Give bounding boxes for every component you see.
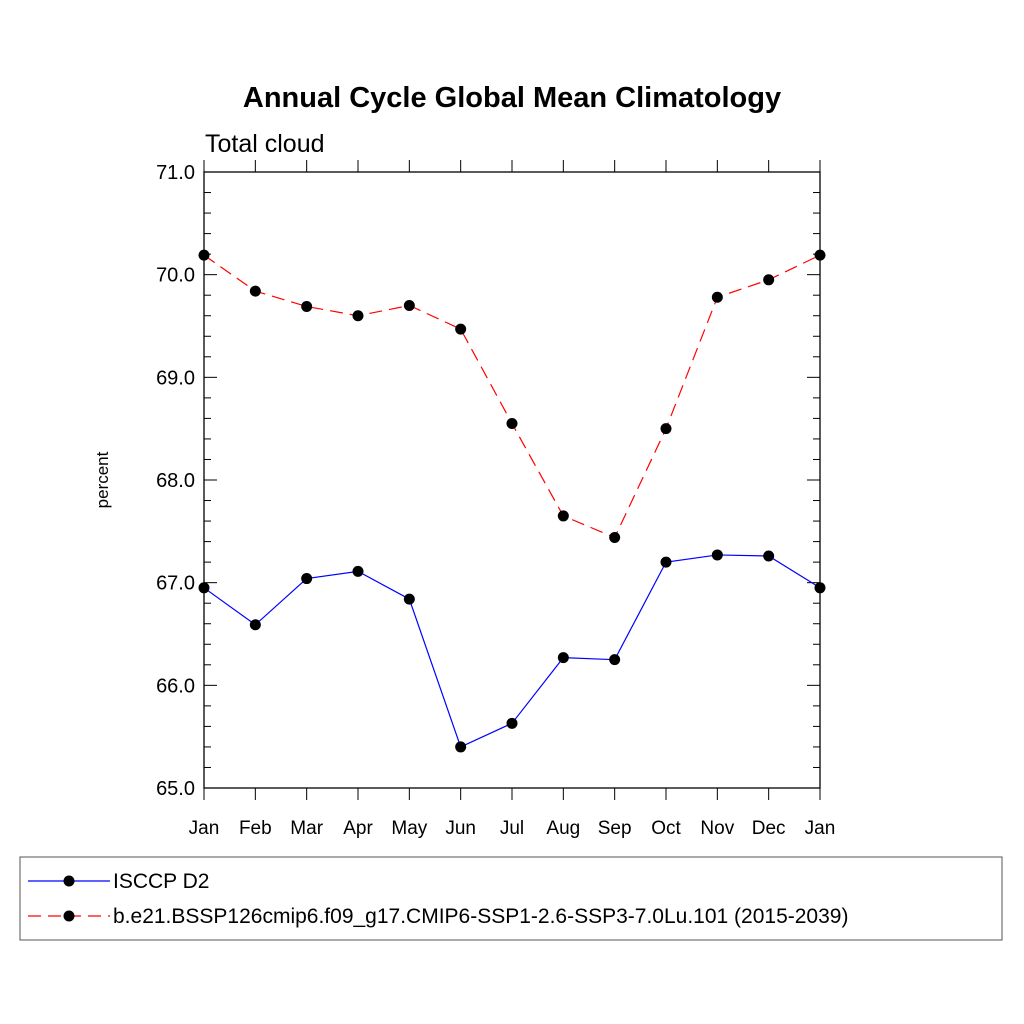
data-point [301, 573, 313, 585]
data-point [763, 274, 775, 286]
data-point [711, 549, 723, 561]
data-point [455, 741, 467, 753]
x-tick-label: Feb [239, 818, 272, 839]
data-point [609, 531, 621, 543]
y-tick-label: 71.0 [156, 162, 195, 184]
data-point [403, 593, 415, 605]
y-tick-label: 68.0 [156, 470, 195, 492]
data-point [660, 556, 672, 568]
data-point [609, 654, 621, 666]
legend-marker [63, 910, 75, 922]
data-point [301, 300, 313, 312]
y-tick-label: 67.0 [156, 573, 195, 595]
x-tick-label: Dec [752, 818, 786, 839]
x-tick-label: Aug [546, 818, 580, 839]
x-tick-label: Nov [700, 818, 734, 839]
y-tick-label: 66.0 [156, 675, 195, 697]
data-point [660, 423, 672, 435]
x-tick-label: Mar [290, 818, 323, 839]
legend-marker [63, 875, 75, 887]
x-tick-label: Jan [189, 818, 220, 839]
y-tick-label: 70.0 [156, 265, 195, 287]
plot-frame [203, 171, 821, 789]
legend-box [19, 856, 1003, 941]
y-tick-label: 69.0 [156, 367, 195, 389]
series-layer [198, 249, 826, 753]
data-point [557, 510, 569, 522]
axis-ticks [203, 160, 821, 800]
series-line-1 [203, 254, 821, 539]
data-point [249, 619, 261, 631]
legend-label: b.e21.BSSP126cmip6.f09_g17.CMIP6-SSP1-2.… [113, 905, 848, 928]
data-point [403, 299, 415, 311]
data-point [455, 323, 467, 335]
y-tick-labels: 65.0 66.0 67.0 68.0 69.0 70.0 71.0 [156, 162, 195, 800]
legend-label: ISCCP D2 [113, 870, 209, 893]
x-tick-label: Apr [343, 818, 373, 839]
data-point [506, 418, 518, 430]
x-tick-label: Jan [805, 818, 836, 839]
x-tick-label: Oct [651, 818, 681, 839]
legend-items: ISCCP D2 b.e21.BSSP126cmip6.f09_g17.CMIP6… [28, 870, 848, 928]
x-tick-label: Sep [598, 818, 632, 839]
x-tick-label: Jun [445, 818, 476, 839]
data-point [352, 310, 364, 322]
x-tick-label: Jul [500, 818, 524, 839]
x-tick-labels: Jan Feb Mar Apr May Jun Jul Aug Sep Oct Nov Dec Jan [189, 818, 836, 839]
data-point [557, 652, 569, 664]
chart-subtitle: Total cloud [205, 130, 325, 158]
data-point [249, 285, 261, 297]
legend: ISCCP D2 b.e21.BSSP126cmip6.f09_g17.CMIP6… [19, 856, 1003, 941]
y-axis-label: percent [93, 451, 112, 508]
data-point [506, 717, 518, 729]
chart-title: Annual Cycle Global Mean Climatology [243, 82, 781, 114]
data-point [352, 565, 364, 577]
data-point [711, 291, 723, 303]
y-tick-label: 65.0 [156, 778, 195, 800]
data-point [763, 550, 775, 562]
x-tick-label: May [391, 818, 427, 839]
